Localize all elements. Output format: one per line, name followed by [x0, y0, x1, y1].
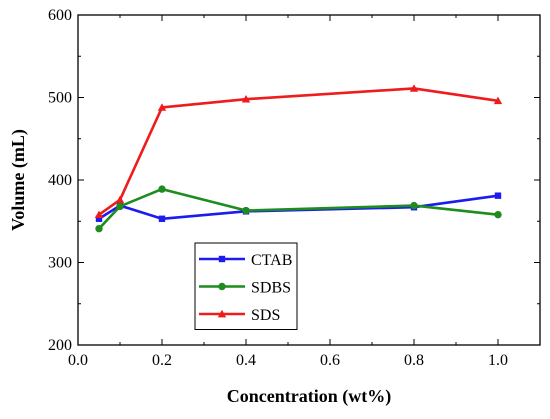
- data-point-sdbs: [242, 206, 250, 215]
- plot-layer: [94, 84, 503, 233]
- series-line-sds: [98, 87, 499, 216]
- data-point-sds: [409, 84, 419, 92]
- data-point-sds: [157, 103, 167, 111]
- data-point-ctab: [158, 215, 166, 222]
- y-tick-label: 300: [48, 255, 72, 272]
- data-point-sdbs: [95, 224, 103, 233]
- data-point-sds: [241, 94, 251, 103]
- series-line-sdbs: [98, 187, 499, 230]
- x-axis-title: Concentration (wt%): [227, 386, 391, 407]
- data-point-sdbs: [410, 201, 418, 210]
- series-sdbs: [95, 185, 502, 233]
- plot-frame: [77, 14, 541, 346]
- series-sds: [94, 84, 503, 219]
- data-point-sds: [115, 195, 125, 204]
- legend-marker: [217, 309, 227, 318]
- x-tick-label: 1.0: [488, 352, 508, 369]
- data-point-sdbs: [158, 185, 166, 193]
- legend-label: SDBS: [251, 280, 291, 297]
- legend-item-sdbs: SDBS: [199, 280, 291, 297]
- x-tick-label: 0.4: [236, 352, 256, 369]
- legend-label: CTAB: [251, 252, 292, 269]
- y-axis-title: Volume (mL): [8, 129, 29, 231]
- legend-marker: [218, 255, 226, 263]
- y-tick-label: 600: [48, 7, 72, 24]
- y-tick-label: 400: [48, 172, 72, 189]
- data-point-sdbs: [116, 202, 124, 211]
- x-tick-label: 0.8: [404, 352, 424, 369]
- data-point-sdbs: [494, 210, 502, 219]
- x-tick-label: 0.2: [152, 352, 172, 369]
- x-tick-label: 0.0: [68, 352, 88, 369]
- data-point-ctab: [95, 215, 103, 222]
- x-tick-label: 0.6: [320, 352, 340, 369]
- legend-item-ctab: CTAB: [199, 252, 292, 269]
- legend: CTAB SDBS SDS: [194, 242, 298, 330]
- data-point-ctab: [494, 192, 502, 199]
- legend-item-sds: SDS: [199, 307, 280, 324]
- y-tick-label: 200: [48, 337, 72, 354]
- data-point-sds: [493, 96, 503, 105]
- ticks-layer: 0.0 0.2 0.4 0.6 0.8 1.0 200 300 400 500 600: [48, 7, 541, 369]
- data-point-sds: [94, 210, 104, 219]
- legend-marker: [218, 282, 226, 291]
- series-line-ctab: [98, 194, 499, 221]
- y-tick-label: 500: [48, 90, 72, 107]
- legend-label: SDS: [251, 307, 280, 324]
